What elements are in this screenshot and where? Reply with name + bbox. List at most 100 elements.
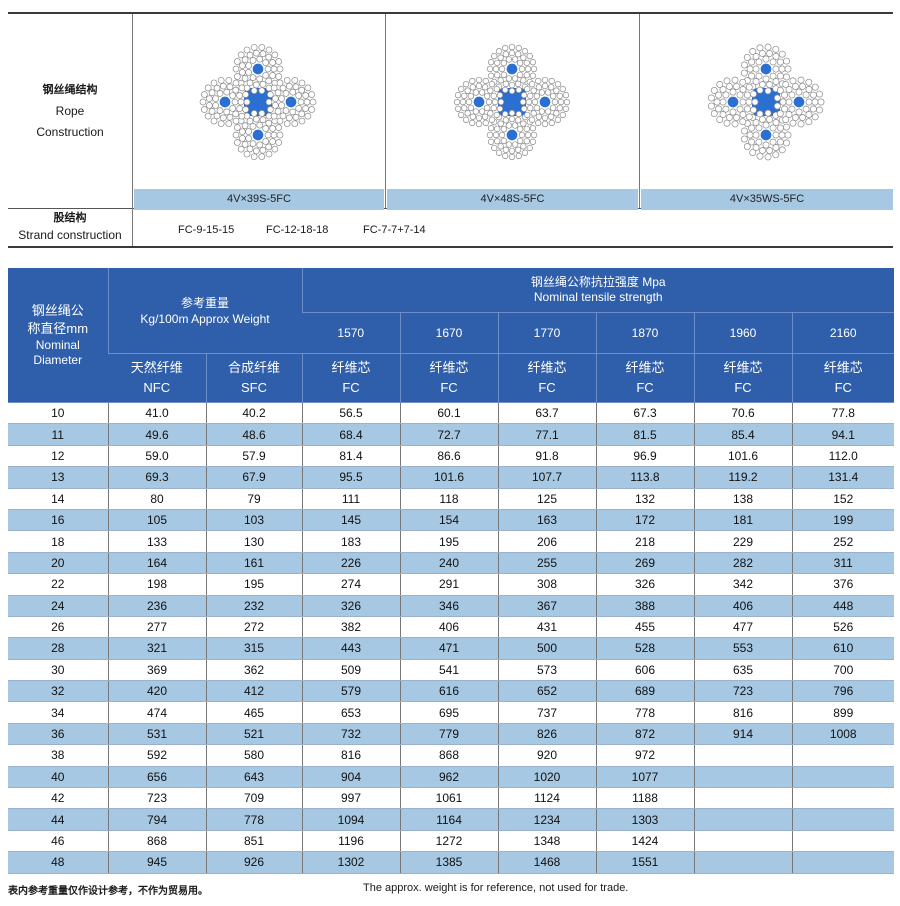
wire <box>778 65 786 73</box>
strand-construction-label: 股结构 Strand construction <box>8 210 132 244</box>
diameter-cell: 46 <box>8 830 108 853</box>
wire <box>530 110 537 117</box>
wire <box>295 105 303 112</box>
grade-header-1570: 1570 <box>302 312 400 354</box>
wire <box>764 43 772 51</box>
wire <box>524 111 531 119</box>
table-cell: 388 <box>595 595 694 617</box>
wire <box>200 91 208 98</box>
table-cell: 101.6 <box>399 466 498 489</box>
wire <box>520 105 528 112</box>
wire <box>541 114 549 122</box>
wire <box>750 106 757 114</box>
table-cell: 321 <box>107 637 206 660</box>
wire <box>529 138 537 145</box>
wire <box>736 105 744 113</box>
wire <box>731 120 739 128</box>
wire <box>809 91 817 99</box>
wire <box>464 110 471 117</box>
table-row: 20 164 161 226 240 255 269 282 311 <box>8 552 894 575</box>
wire <box>482 77 489 85</box>
wire <box>303 98 311 106</box>
strand-core <box>760 129 772 141</box>
wire <box>783 139 790 147</box>
strand-label-cn: 股结构 <box>53 212 87 224</box>
wire <box>758 115 766 123</box>
table-cell: 521 <box>205 723 302 746</box>
wire <box>225 76 233 84</box>
table-body: 10 41.0 40.2 56.5 60.1 63.7 67.3 70.6 77.8 11 49.6… <box>8 402 894 874</box>
wire <box>723 77 731 85</box>
wire <box>482 119 489 127</box>
wire <box>269 138 276 145</box>
wire <box>265 119 273 127</box>
diameter-cell: 42 <box>8 787 108 810</box>
wire <box>475 76 483 84</box>
rope-center-core <box>752 88 780 116</box>
wire <box>530 65 538 73</box>
diameter-cell: 22 <box>8 573 108 596</box>
wire <box>258 43 266 51</box>
wire <box>502 44 509 52</box>
wire <box>226 113 234 121</box>
wire <box>719 98 727 106</box>
wire <box>716 80 724 88</box>
table-cell: 474 <box>107 701 206 724</box>
wire <box>453 98 461 106</box>
table-cell: 69.3 <box>107 466 206 489</box>
table-row: 36 531 521 732 779 826 872 914 1008 <box>8 723 894 746</box>
wire <box>795 88 803 96</box>
wire <box>258 153 266 161</box>
diameter-cell: 16 <box>8 509 108 532</box>
wire <box>469 84 477 91</box>
wire <box>756 86 764 94</box>
wire <box>811 98 819 106</box>
wire <box>769 72 777 80</box>
wire <box>519 98 527 106</box>
table-cell: 465 <box>205 701 302 724</box>
wire <box>492 65 500 73</box>
table-cell: 1077 <box>595 766 694 789</box>
wire <box>266 91 274 98</box>
wire <box>772 53 780 60</box>
diameter-cell: 38 <box>8 744 108 767</box>
wire <box>204 112 212 120</box>
table-cell <box>791 830 894 853</box>
wire <box>533 104 541 112</box>
wire <box>514 146 522 153</box>
table-cell: 695 <box>399 701 498 724</box>
diameter-header-cn-1: 钢丝绳公 <box>31 303 84 318</box>
wire <box>245 62 252 69</box>
wire <box>541 76 549 84</box>
fc-header-en: FC <box>834 380 852 395</box>
wire <box>736 91 744 99</box>
wire <box>265 77 273 85</box>
table-cell: 826 <box>497 723 596 746</box>
wire <box>454 92 462 99</box>
wire <box>469 113 477 120</box>
footer-note-en: The approx. weight is for reference, not… <box>363 882 629 894</box>
wire <box>762 121 770 129</box>
wire <box>232 79 240 87</box>
strand-core <box>219 96 231 108</box>
wire <box>258 109 266 117</box>
wire <box>518 131 526 139</box>
fc-header-en: FC <box>734 380 752 395</box>
wire <box>238 134 246 142</box>
table-cell: 49.6 <box>107 423 206 446</box>
wire <box>250 43 258 51</box>
table-cell: 616 <box>399 680 498 703</box>
table-row: 11 49.6 48.6 68.4 72.7 77.1 81.5 85.4 94.1 <box>8 423 894 446</box>
nfc-header: 天然纤维 NFC <box>108 353 206 403</box>
wire <box>241 122 249 129</box>
wire <box>243 150 251 158</box>
wire <box>544 89 552 96</box>
wire <box>469 119 476 127</box>
wire <box>245 69 252 76</box>
table-row: 10 41.0 40.2 56.5 60.1 63.7 67.3 70.6 77.8 <box>8 402 894 425</box>
fc-header-cn: 纤维芯 <box>331 360 371 375</box>
wire <box>494 125 501 133</box>
wire <box>490 92 497 100</box>
wire <box>772 78 780 85</box>
wire <box>497 98 505 106</box>
